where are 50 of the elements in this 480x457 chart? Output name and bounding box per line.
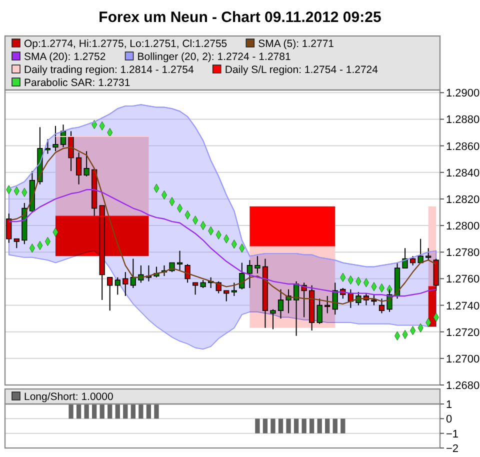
legend-label: Bollinger (20, 2): 1.2724 - 1.2781 (137, 50, 291, 63)
y-tick-label: 1.2880 (446, 114, 480, 126)
candlestick (107, 276, 113, 312)
candlestick (114, 276, 120, 296)
candlestick (44, 138, 51, 154)
candlestick (410, 256, 416, 266)
candlestick (184, 264, 190, 284)
candlestick (6, 213, 12, 244)
y-tick-label: −1 (446, 428, 459, 440)
y-tick-label: 1.2900 (446, 88, 480, 100)
candlestick (371, 294, 377, 306)
y-tick-label: 1.2740 (446, 300, 480, 312)
candlestick (76, 152, 82, 185)
candlestick (239, 262, 245, 290)
legend-label: SMA (5): 1.2771 (258, 38, 334, 50)
candlestick (316, 298, 322, 324)
candlestick (402, 248, 408, 269)
candlestick (246, 260, 252, 288)
legend-label: Daily S/L region: 1.2754 - 1.2724 (224, 64, 378, 76)
candlestick (324, 295, 330, 314)
y-tick-label: 1.2860 (446, 140, 480, 153)
legend-label: SMA (20): 1.2752 (24, 50, 106, 63)
y-tick-label: −2 (446, 443, 459, 455)
y-tick-label: 1.2780 (446, 247, 480, 260)
candlestick (176, 250, 183, 272)
y-tick-label: 1.2800 (446, 220, 480, 233)
candlestick (52, 125, 58, 152)
candlestick (426, 248, 432, 261)
y-tick-label: 1.2680 (446, 380, 480, 392)
y-tick-label: 1.2700 (446, 353, 480, 366)
candlestick (278, 288, 284, 320)
legend-label: Long/Short: 1.0000 (24, 390, 114, 403)
legend-label: Parabolic SAR: 1.2731 (24, 76, 130, 89)
legend-label: Op:1.2774, Hi:1.2775, Lo:1.2751, Cl:1.2755 (24, 38, 228, 50)
candlestick (68, 130, 74, 172)
y-tick-label: 1.2760 (446, 274, 480, 286)
y-tick-label: 1.2720 (446, 326, 480, 339)
legend-label: Daily trading region: 1.2814 - 1.2754 (24, 64, 194, 76)
candlestick (14, 238, 20, 249)
chart-title: Forex um Neun - Chart 09.11.2012 09:25 (98, 9, 382, 26)
candlestick (231, 282, 237, 296)
y-tick-label: 0 (446, 414, 452, 426)
y-tick-label: 1.2820 (446, 194, 480, 206)
candlestick (270, 308, 276, 330)
y-tick-label: 1 (446, 399, 452, 411)
candlestick (378, 298, 385, 314)
candlestick (84, 150, 90, 177)
candlestick (122, 272, 128, 296)
candlestick (254, 256, 260, 274)
y-tick-label: 1.2840 (446, 167, 480, 180)
